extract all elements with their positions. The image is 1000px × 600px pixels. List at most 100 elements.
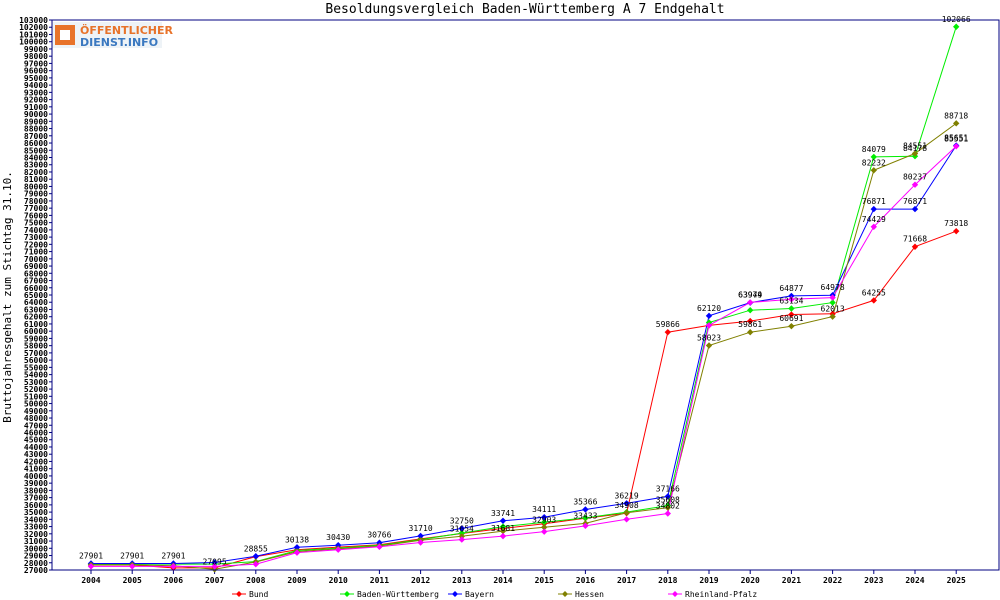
y-tick-label: 49000 bbox=[24, 407, 48, 416]
point-bayern bbox=[335, 541, 342, 549]
data-label-rheinland-pfalz: 31681 bbox=[491, 524, 515, 533]
data-label-hessen: 88718 bbox=[944, 111, 968, 120]
point-rheinland-pfalz bbox=[870, 223, 877, 230]
data-label-bayern: 62120 bbox=[697, 304, 721, 313]
point-rheinland-pfalz bbox=[458, 536, 465, 543]
point-rheinland-pfalz bbox=[252, 561, 259, 568]
y-tick-label: 87000 bbox=[24, 132, 48, 141]
y-tick-label: 67000 bbox=[24, 277, 48, 286]
x-axis-ticks: 2004 2005 2006 2007 2008 2009 2010 2011 2012 2013… bbox=[81, 570, 966, 585]
point-bayern bbox=[417, 532, 424, 540]
y-tick-label: 69000 bbox=[24, 262, 48, 271]
y-tick-label: 76000 bbox=[24, 211, 48, 220]
legend-marker-bund bbox=[236, 591, 242, 597]
x-tick-label: 2016 bbox=[576, 576, 595, 585]
y-tick-label: 40000 bbox=[24, 472, 48, 481]
point-hessen bbox=[788, 322, 795, 330]
point-bund bbox=[953, 227, 960, 235]
point-rheinland-pfalz bbox=[664, 510, 671, 517]
y-tick-label: 50000 bbox=[24, 400, 48, 409]
x-tick-label: 2011 bbox=[370, 576, 389, 585]
x-tick-label: 2006 bbox=[164, 576, 183, 585]
point-baden-w-rttemberg bbox=[458, 529, 465, 537]
y-tick-label: 68000 bbox=[24, 269, 48, 278]
point-rheinland-pfalz bbox=[623, 516, 630, 523]
chart-title: Besoldungsvergleich Baden-Württemberg A … bbox=[325, 2, 724, 17]
y-tick-label: 57000 bbox=[24, 349, 48, 358]
y-tick-label: 95000 bbox=[24, 74, 48, 83]
point-hessen bbox=[541, 524, 548, 531]
point-bund bbox=[788, 311, 795, 318]
point-hessen bbox=[623, 509, 630, 516]
point-bund bbox=[664, 328, 671, 336]
y-tick-label: 102000 bbox=[19, 23, 48, 32]
point-bayern bbox=[293, 544, 301, 551]
data-label-bayern: 32750 bbox=[450, 516, 474, 525]
legend-label-bayern: Bayern bbox=[465, 590, 494, 599]
x-tick-label: 2004 bbox=[81, 576, 100, 585]
data-label-baden-w-rttemberg: 84178 bbox=[903, 144, 927, 153]
point-rheinland-pfalz bbox=[293, 549, 301, 556]
y-tick-label: 28000 bbox=[24, 559, 48, 568]
y-tick-label: 46000 bbox=[24, 429, 48, 438]
legend-marker-bayern bbox=[452, 591, 458, 597]
y-tick-label: 36000 bbox=[24, 501, 48, 510]
y-tick-label: 88000 bbox=[24, 125, 48, 134]
point-bund bbox=[911, 243, 919, 250]
point-hessen bbox=[705, 342, 713, 349]
data-label-hessen: 84551 bbox=[903, 142, 927, 151]
y-tick-label: 71000 bbox=[24, 248, 48, 257]
point-hessen bbox=[870, 167, 877, 174]
y-tick-label: 81000 bbox=[24, 175, 48, 184]
data-label-hessen: 62013 bbox=[821, 305, 845, 314]
x-tick-label: 2022 bbox=[823, 576, 842, 585]
series-line-baden-w-rttemberg bbox=[91, 26, 957, 565]
x-tick-label: 2021 bbox=[782, 576, 801, 585]
y-tick-label: 61000 bbox=[24, 320, 48, 329]
data-label-bund: 73818 bbox=[944, 219, 968, 228]
point-baden-w-rttemberg bbox=[747, 306, 754, 314]
data-label-bund: 64255 bbox=[862, 288, 886, 297]
y-tick-label: 47000 bbox=[24, 421, 48, 430]
legend-marker-baden-w-rttemberg bbox=[344, 591, 350, 597]
y-tick-label: 43000 bbox=[24, 450, 48, 459]
logo-icon-inner bbox=[60, 30, 70, 40]
data-label-bund: 59866 bbox=[656, 320, 680, 329]
y-tick-label: 35000 bbox=[24, 508, 48, 517]
y-tick-label: 54000 bbox=[24, 371, 48, 380]
y-tick-label: 62000 bbox=[24, 313, 48, 322]
x-tick-label: 2013 bbox=[452, 576, 471, 585]
data-label-bayern: 34111 bbox=[532, 505, 556, 514]
y-tick-label: 101000 bbox=[19, 30, 48, 39]
point-rheinland-pfalz bbox=[499, 532, 507, 540]
y-tick-label: 48000 bbox=[24, 414, 48, 423]
data-label-rheinland-pfalz: 63979 bbox=[738, 290, 762, 299]
point-bayern bbox=[788, 292, 795, 300]
point-rheinland-pfalz bbox=[211, 563, 218, 570]
y-tick-label: 93000 bbox=[24, 88, 48, 97]
data-label-rheinland-pfalz: 34802 bbox=[656, 502, 680, 511]
x-tick-label: 2007 bbox=[205, 576, 224, 585]
data-label-hessen: 27095 bbox=[203, 557, 227, 566]
data-label-bayern: 33741 bbox=[491, 509, 515, 518]
y-tick-label: 78000 bbox=[24, 197, 48, 206]
x-tick-label: 2010 bbox=[329, 576, 348, 585]
legend-label-hessen: Hessen bbox=[575, 590, 604, 599]
y-tick-label: 74000 bbox=[24, 226, 48, 235]
data-label-bayern: 37166 bbox=[656, 484, 680, 493]
y-tick-label: 103000 bbox=[19, 16, 48, 25]
x-tick-label: 2025 bbox=[947, 576, 966, 585]
y-tick-label: 30000 bbox=[24, 544, 48, 553]
series-line-rheinland-pfalz bbox=[91, 145, 957, 567]
site-logo: ÖFFENTLICHER DIENST.INFO bbox=[52, 22, 173, 49]
data-label-bayern: 30138 bbox=[285, 535, 309, 544]
data-label-bayern: 30766 bbox=[367, 531, 391, 540]
x-tick-label: 2018 bbox=[658, 576, 677, 585]
data-label-hessen: 33433 bbox=[573, 511, 597, 520]
point-rheinland-pfalz bbox=[953, 143, 960, 150]
x-tick-label: 2019 bbox=[699, 576, 718, 585]
point-rheinland-pfalz bbox=[335, 546, 342, 553]
y-tick-label: 53000 bbox=[24, 378, 48, 387]
legend-label-baden-w-rttemberg: Baden-Württemberg bbox=[357, 590, 439, 599]
legend-label-bund: Bund bbox=[249, 590, 268, 599]
